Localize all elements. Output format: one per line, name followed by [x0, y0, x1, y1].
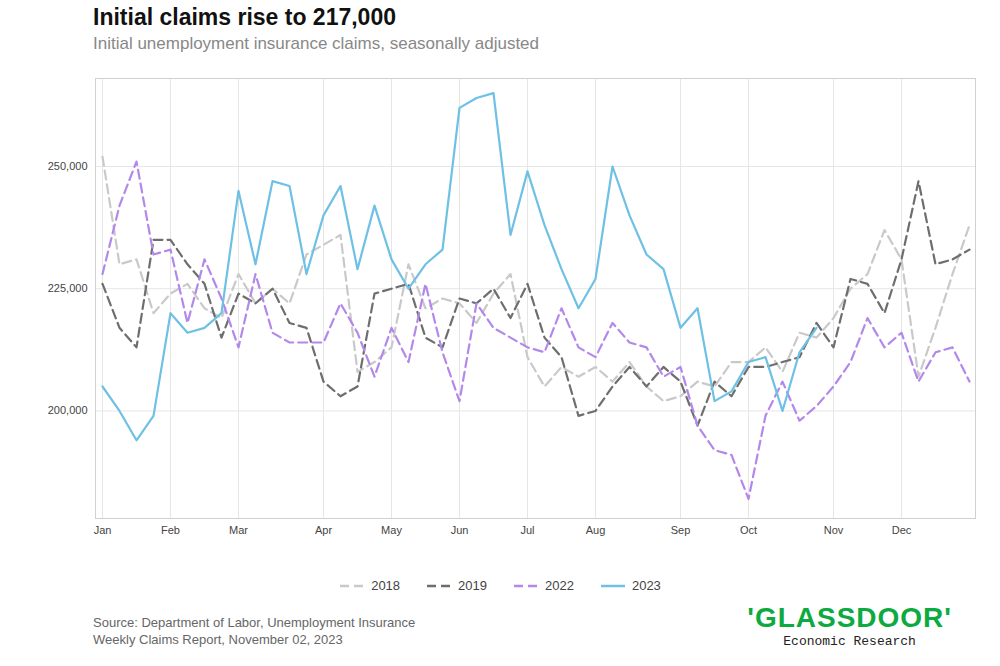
svg-text:Jun: Jun [451, 524, 469, 536]
svg-text:Aug: Aug [586, 524, 606, 536]
html-text:Initial unemployment insurance: Initial unemployment insurance claims, s… [93, 34, 539, 53]
svg-text:Apr: Apr [315, 524, 332, 536]
svg-text:Jan: Jan [94, 524, 112, 536]
html-text:Economic Research: Economic Research [783, 634, 916, 649]
html-text:Initial claims rise to 217,000: Initial claims rise to 217,000 [93, 4, 396, 30]
svg-text:Jul: Jul [520, 524, 534, 536]
html-text:2018: 2018 [371, 578, 401, 593]
html-text:2019: 2019 [458, 578, 487, 593]
svg-text:Oct: Oct [740, 524, 757, 536]
svg-text:Mar: Mar [229, 524, 248, 536]
svg-text:Nov: Nov [824, 524, 844, 536]
html-text:2023: 2023 [631, 578, 661, 593]
svg-text:200,000: 200,000 [48, 404, 88, 416]
svg-text:Dec: Dec [892, 524, 912, 536]
svg-text:Sep: Sep [671, 524, 691, 536]
svg-text:250,000: 250,000 [48, 160, 88, 172]
html-text:'GLASSDOOR': 'GLASSDOOR' [747, 602, 952, 633]
svg-text:Feb: Feb [161, 524, 180, 536]
svg-text:May: May [381, 524, 402, 536]
html-text:Weekly Claims Report, November: Weekly Claims Report, November 02, 2023 [93, 632, 343, 647]
html-text:Source: Department of Labor, U: Source: Department of Labor, Unemploymen… [93, 615, 416, 630]
svg-text:225,000: 225,000 [48, 282, 88, 294]
html-text:2022: 2022 [545, 578, 574, 593]
